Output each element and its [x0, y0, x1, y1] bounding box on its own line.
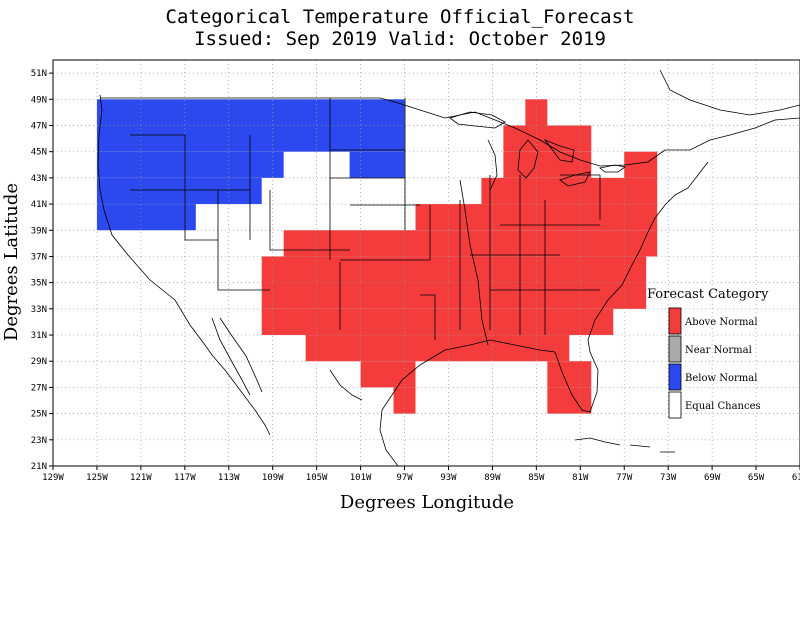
legend-label-2: Below Normal — [685, 373, 757, 384]
y-tick-label-4: 29N — [31, 357, 47, 367]
cell-above-6 — [283, 230, 658, 257]
legend-swatch-1 — [668, 335, 682, 363]
x-tick-label-14: 73W — [660, 473, 677, 483]
x-tick-label-6: 105W — [306, 473, 328, 483]
baja-peninsula — [211, 317, 263, 396]
cell-above-9 — [305, 335, 570, 362]
caribbean-islands — [574, 437, 675, 453]
x-axis-ticks: 129W 125W 121W 117W 113W 109W 105W 101W 97W 93W 89… — [42, 466, 800, 483]
x-tick-label-10: 89W — [484, 473, 501, 483]
state-lines-east — [459, 174, 601, 335]
y-tick-label-2: 25N — [31, 410, 47, 420]
cell-below-2 — [96, 151, 284, 178]
cell-below-5 — [96, 204, 196, 231]
cell-above-10 — [360, 361, 416, 388]
y-axis-ticks: 21N 23N 25N 27N 29N 31N 33N 35N 37N 39N 41N 43N 45N 4… — [31, 69, 53, 472]
x-tick-label-17: 61W — [792, 473, 800, 483]
state-lines-west — [130, 134, 350, 291]
cell-above-5 — [415, 204, 658, 231]
x-tick-label-0: 129W — [42, 473, 64, 483]
x-tick-label-2: 121W — [130, 473, 152, 483]
cell-below-0 — [96, 99, 405, 126]
y-tick-label-7: 35N — [31, 279, 47, 289]
legend-label-0: Above Normal — [684, 317, 758, 328]
x-tick-label-5: 109W — [262, 473, 284, 483]
y-tick-label-8: 37N — [31, 252, 47, 262]
y-tick-label-14: 49N — [31, 95, 47, 105]
texas-coast — [381, 339, 556, 411]
cell-above-2 — [503, 151, 592, 178]
y-tick-label-6: 33N — [31, 305, 47, 315]
hudson-bay-coast — [659, 69, 800, 116]
y-tick-label-11: 43N — [31, 174, 47, 184]
y-tick-label-9: 39N — [31, 226, 47, 236]
x-tick-label-4: 113W — [218, 473, 240, 483]
plot-frame — [52, 59, 800, 467]
legend-swatch-0 — [668, 307, 682, 335]
y-tick-label-10: 41N — [31, 200, 47, 210]
x-tick-label-1: 125W — [86, 473, 108, 483]
x-tick-label-9: 93W — [440, 473, 457, 483]
legend-label-3: Equal Chances — [685, 401, 761, 412]
cell-above-13 — [547, 387, 592, 414]
x-tick-label-8: 97W — [396, 473, 413, 483]
cell-below-4 — [96, 177, 262, 205]
x-tick-label-16: 65W — [748, 473, 765, 483]
plot-area — [53, 60, 800, 466]
x-tick-label-12: 81W — [572, 473, 589, 483]
y-tick-label-12: 45N — [31, 148, 47, 158]
y-tick-label-3: 27N — [31, 383, 47, 393]
x-tick-label-15: 69W — [704, 473, 721, 483]
canada-east-coast — [665, 117, 800, 151]
florida-coast — [554, 339, 599, 413]
atlantic-coast — [587, 161, 709, 341]
lake-michigan-shore — [487, 139, 498, 191]
legend-swatch-3 — [668, 391, 682, 419]
legend-label-1: Near Normal — [685, 345, 752, 356]
x-tick-label-7: 101W — [350, 473, 372, 483]
y-tick-label-15: 51N — [31, 69, 47, 79]
y-axis-title: Degrees Latitude — [1, 183, 22, 341]
legend-swatch-2 — [668, 363, 682, 391]
mexico-gulf-coast — [329, 369, 399, 466]
cell-below-1 — [96, 125, 405, 152]
x-tick-label-13: 77W — [616, 473, 633, 483]
great-lakes — [449, 111, 626, 187]
cell-below-3 — [349, 151, 405, 178]
cell-above-4 — [481, 177, 658, 205]
legend-title: Forecast Category — [647, 287, 769, 302]
state-borders — [97, 69, 800, 466]
legend-items: Above Normal Near Normal Below Normal Equal… — [668, 307, 761, 419]
mississippi-river — [459, 179, 489, 346]
grid-lines — [53, 60, 800, 466]
state-lines-central — [329, 98, 436, 340]
y-tick-label-1: 23N — [31, 436, 47, 446]
x-tick-label-3: 117W — [174, 473, 196, 483]
cell-above-8 — [261, 308, 614, 336]
cell-above-1 — [503, 125, 592, 152]
y-tick-label-5: 31N — [31, 331, 47, 341]
chart-title-line2: Issued: Sep 2019 Valid: October 2019 — [194, 28, 606, 50]
legend: Forecast Category Above Normal Near Norma… — [647, 287, 769, 419]
y-tick-label-13: 47N — [31, 121, 47, 131]
y-tick-label-0: 21N — [31, 462, 47, 472]
cell-above-12 — [547, 361, 592, 388]
coastline-west — [97, 94, 271, 436]
x-tick-label-11: 85W — [528, 473, 545, 483]
chart-title-line1: Categorical Temperature Official_Forecas… — [165, 6, 635, 28]
x-axis-title: Degrees Longitude — [340, 492, 514, 513]
